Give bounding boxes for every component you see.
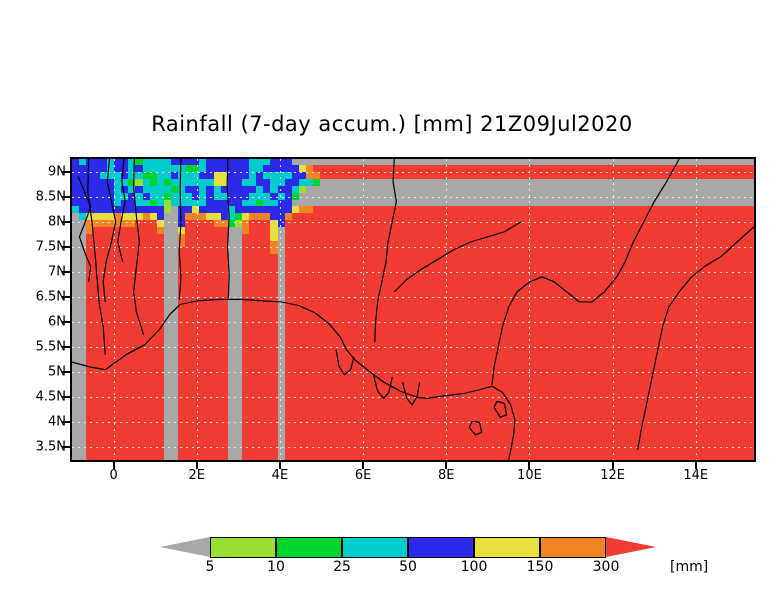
y-tick-label: 5N (48, 364, 66, 380)
colorbar-tick-label: 50 (399, 559, 417, 575)
y-tick-label: 8.5N (35, 189, 66, 205)
x-tick-mark (112, 462, 115, 469)
x-tick-label: 4E (271, 468, 289, 483)
colorbar-bin (342, 537, 408, 558)
y-tick-label: 8N (48, 214, 66, 230)
y-tick-mark (62, 446, 70, 449)
y-tick-mark (62, 195, 70, 198)
y-tick-label: 9N (48, 164, 66, 180)
y-tick-label: 6N (48, 314, 66, 330)
colorbar-tick-label: 300 (592, 559, 620, 575)
y-tick-mark (62, 396, 70, 399)
colorbar-bin (474, 537, 540, 558)
x-tick-mark (694, 462, 697, 469)
x-tick-label: 14E (683, 468, 709, 483)
colorbar-below-min-arrow (160, 537, 210, 557)
colorbar-tick-label: 150 (526, 559, 554, 575)
x-tick-mark (528, 462, 531, 469)
y-tick-mark (62, 245, 70, 248)
colorbar-tick-label: 100 (460, 559, 488, 575)
y-tick-label: 7.5N (35, 239, 66, 255)
rainfall-raster (72, 159, 754, 460)
y-tick-label: 3.5N (35, 439, 66, 455)
x-tick-label: 2E (188, 468, 206, 483)
colorbar-tick-label: 5 (205, 559, 215, 575)
y-tick-mark (62, 321, 70, 324)
colorbar-above-max-arrow (606, 537, 656, 557)
y-tick-mark (62, 346, 70, 349)
y-tick-label: 6.5N (35, 289, 66, 305)
x-tick-mark (611, 462, 614, 469)
x-tick-label: 6E (354, 468, 372, 483)
x-tick-label: 12E (600, 468, 625, 483)
colorbar-bin (408, 537, 474, 558)
map-plot-area (70, 157, 756, 462)
y-tick-label: 4.5N (35, 389, 66, 405)
colorbar-tick-label: 10 (267, 559, 285, 575)
x-tick-mark (278, 462, 281, 469)
colorbar-bin (540, 537, 606, 558)
y-tick-mark (62, 170, 70, 173)
x-tick-mark (445, 462, 448, 469)
y-tick-mark (62, 270, 70, 273)
y-tick-label: 4N (48, 414, 66, 430)
page-title: Rainfall (7-day accum.) [mm] 21Z09Jul202… (151, 112, 633, 136)
y-tick-label: 7N (48, 264, 66, 280)
y-tick-mark (62, 295, 70, 298)
colorbar-tick-label: 25 (333, 559, 351, 575)
colorbar-bin (210, 537, 276, 558)
y-tick-label: 5.5N (35, 339, 66, 355)
colorbar-bin (276, 537, 342, 558)
x-tick-label: 8E (438, 468, 455, 483)
y-tick-mark (62, 371, 70, 374)
x-tick-mark (195, 462, 198, 469)
colorbar-units-label: [mm] (670, 559, 709, 575)
x-tick-mark (362, 462, 365, 469)
x-tick-label: 0 (109, 468, 118, 483)
x-tick-label: 10E (517, 468, 542, 483)
y-tick-mark (62, 220, 70, 223)
y-tick-mark (62, 421, 70, 424)
